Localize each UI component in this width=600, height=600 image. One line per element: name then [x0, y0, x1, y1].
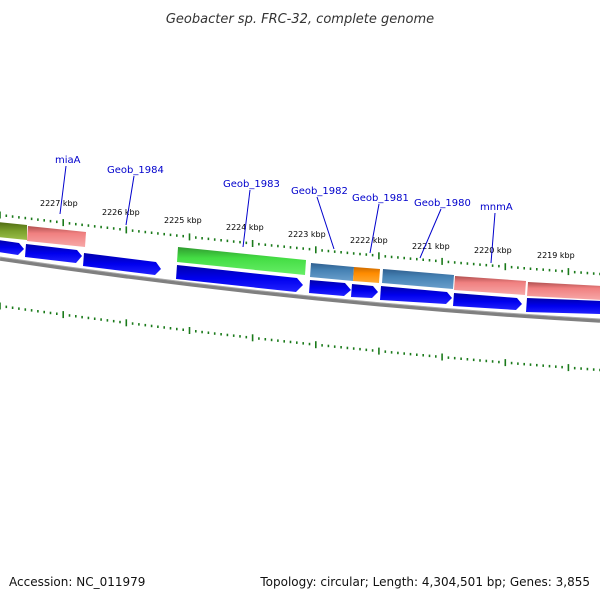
gene-feature-geob-1982[interactable]	[310, 263, 354, 281]
accession-text: Accession: NC_011979	[9, 575, 145, 589]
gene-feature-mia-a[interactable]	[27, 226, 86, 247]
feature-track	[0, 222, 600, 300]
genome-summary-text: Topology: circular; Length: 4,304,501 bp…	[259, 575, 590, 589]
gene-labels: miaA Geob_1984 Geob_1983 Geob_1982 Geob_…	[55, 155, 513, 213]
gene-feature-olive[interactable]	[0, 222, 27, 240]
gene-label-leader	[316, 196, 335, 250]
gene-label-leader	[369, 203, 380, 254]
gene-feature-geob-1983[interactable]	[177, 247, 306, 275]
tick-label: 2226 kbp	[102, 208, 140, 217]
cds-arrow[interactable]	[453, 293, 522, 310]
tick-label: 2227 kbp	[40, 199, 78, 208]
tick-label: 2224 kbp	[226, 223, 264, 232]
tick-label: 2223 kbp	[288, 230, 326, 239]
gene-label-geob-1981[interactable]: Geob_1981	[352, 193, 409, 204]
tick-label: 2222 kbp	[350, 236, 388, 245]
outer-tick-track	[0, 211, 600, 276]
tick-labels: 2227 kbp 2226 kbp 2225 kbp 2224 kbp 2223…	[40, 199, 575, 260]
tick-label: 2221 kbp	[412, 242, 450, 251]
gene-label-leader	[419, 208, 442, 259]
gene-label-leader	[125, 175, 135, 226]
gene-feature-right-edge[interactable]	[527, 282, 600, 300]
gene-label-mnma[interactable]: mnmA	[480, 202, 513, 213]
cds-arrow[interactable]	[176, 265, 303, 292]
tick-label: 2219 kbp	[537, 251, 575, 260]
backbone-track-shadow	[0, 256, 600, 320]
backbone-track	[0, 257, 600, 323]
gene-feature-mnm-a[interactable]	[454, 276, 526, 295]
tick-label: 2220 kbp	[474, 246, 512, 255]
gene-label-geob-1982[interactable]: Geob_1982	[291, 186, 348, 197]
gene-label-miaa[interactable]: miaA	[55, 155, 81, 166]
cds-arrow[interactable]	[83, 253, 161, 275]
gene-label-geob-1980[interactable]: Geob_1980	[414, 198, 471, 209]
gene-feature-geob-1980[interactable]	[382, 269, 454, 289]
gene-label-lines	[59, 165, 496, 264]
gene-label-geob-1984[interactable]: Geob_1984	[107, 165, 164, 176]
cds-arrow[interactable]	[0, 240, 24, 255]
gene-label-geob-1983[interactable]: Geob_1983	[223, 179, 280, 190]
map-title: Geobacter sp. FRC-32, complete genome	[166, 12, 434, 27]
gene-label-leader	[490, 212, 496, 264]
gene-label-leader	[242, 189, 251, 248]
cds-arrow[interactable]	[351, 284, 378, 298]
cds-arrow[interactable]	[309, 280, 351, 296]
cds-arrow[interactable]	[380, 286, 452, 304]
inner-tick-track	[0, 302, 600, 372]
tick-label: 2225 kbp	[164, 216, 202, 225]
cds-arrow[interactable]	[526, 298, 600, 314]
cds-arrow[interactable]	[25, 244, 82, 263]
gene-label-leader	[59, 165, 67, 215]
cds-track	[0, 240, 600, 314]
gene-feature-geob-1981[interactable]	[353, 267, 380, 283]
